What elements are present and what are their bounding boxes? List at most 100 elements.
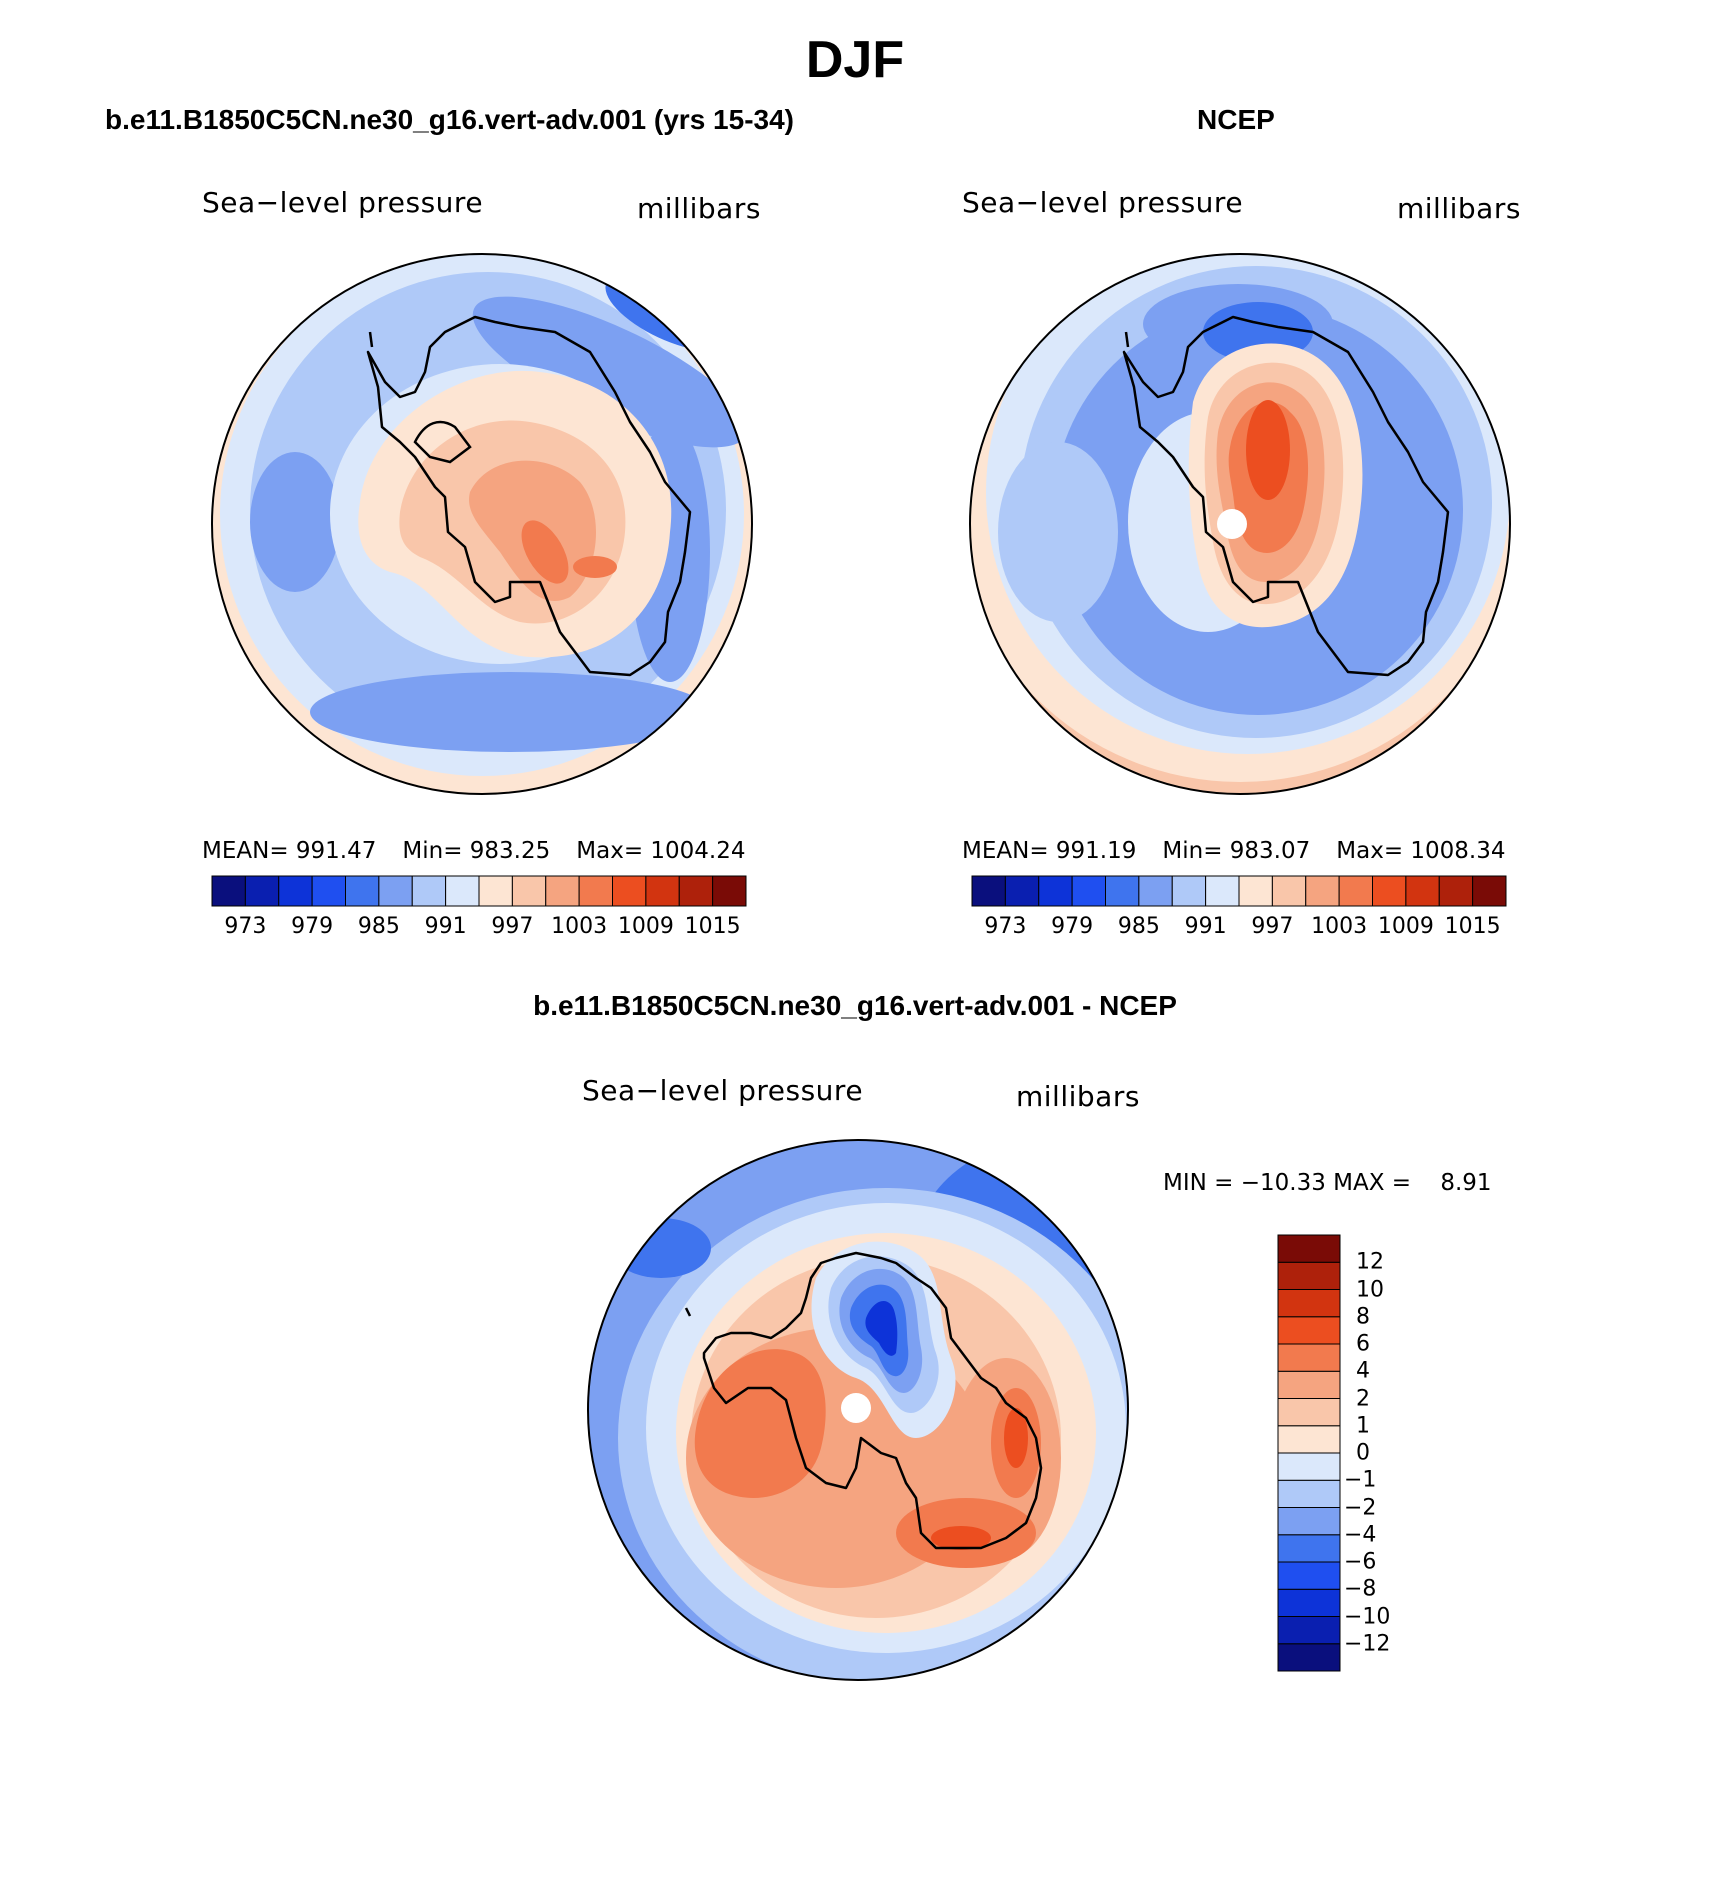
- model-colorbar-tick-label: 997: [491, 914, 534, 939]
- diff-colorbar-tick-label: 4: [1356, 1358, 1370, 1384]
- model-colorbar-swatch: [244, 875, 280, 907]
- diff-colorbar-swatch: [1277, 1534, 1341, 1563]
- obs-colorbar-ticks: 973 979 985 991 997 1003 1009 1015: [972, 914, 1506, 944]
- diff-colorbar-tick-label: 1: [1356, 1413, 1370, 1439]
- diff-polar-map: [587, 1139, 1129, 1681]
- figure-title: DJF: [805, 31, 905, 89]
- diff-minmax: MIN = −10.33 MAX = 8.91: [1163, 1170, 1492, 1196]
- obs-colorbar-tick-label: 979: [1051, 914, 1094, 939]
- obs-colorbar-swatch: [1472, 875, 1507, 907]
- obs-polar-map: [969, 253, 1511, 795]
- obs-colorbar-swatch: [1171, 875, 1207, 907]
- diff-colorbar-swatch: [1277, 1261, 1341, 1290]
- diff-colorbar-swatch: [1277, 1398, 1341, 1427]
- obs-colorbar-tick-label: 1003: [1311, 914, 1368, 939]
- diff-colorbar-swatch: [1277, 1425, 1341, 1454]
- diff-colorbar-swatch: [1277, 1588, 1341, 1617]
- diff-colorbar-tick-label: −6: [1344, 1549, 1377, 1575]
- obs-colorbar-swatch: [1238, 875, 1273, 907]
- obs-stats: MEAN= 991.19 Min= 983.07 Max= 1008.34: [962, 838, 1506, 864]
- diff-colorbar-tick-label: −8: [1344, 1576, 1377, 1602]
- model-colorbar: [211, 875, 747, 907]
- model-colorbar-tick-label: 1003: [551, 914, 608, 939]
- obs-colorbar-tick-label: 991: [1184, 914, 1227, 939]
- model-colorbar-swatch: [478, 875, 513, 907]
- model-colorbar-swatch: [378, 875, 413, 907]
- diff-colorbar-tick-label: 10: [1356, 1277, 1384, 1302]
- diff-colorbar-swatch: [1277, 1289, 1341, 1318]
- model-colorbar-swatch: [345, 875, 380, 907]
- model-colorbar-swatch: [511, 875, 547, 907]
- diff-colorbar-swatch: [1277, 1343, 1341, 1372]
- obs-colorbar-swatch: [1372, 875, 1407, 907]
- obs-colorbar-tick-label: 985: [1117, 914, 1160, 939]
- model-colorbar-tick-label: 1015: [684, 914, 741, 939]
- diff-colorbar-swatch: [1277, 1643, 1341, 1672]
- obs-panel-title: NCEP: [1197, 104, 1275, 135]
- obs-stat-mean: MEAN= 991.19: [962, 838, 1137, 864]
- obs-colorbar: [971, 875, 1507, 907]
- model-stat-mean: MEAN= 991.47: [202, 838, 377, 864]
- model-colorbar-swatch: [578, 875, 613, 907]
- obs-colorbar-swatch: [1338, 875, 1373, 907]
- model-stat-max: Max= 1004.24: [576, 838, 746, 864]
- diff-colorbar-ticks: 12 10 8 6 4 2 1 0 −1 −2 −4 −6 −8 −10 −12: [1344, 1235, 1452, 1671]
- diff-colorbar-swatch: [1277, 1234, 1341, 1263]
- obs-colorbar-swatch: [1038, 875, 1073, 907]
- model-colorbar-swatch: [411, 875, 447, 907]
- diff-colorbar-tick-label: 8: [1356, 1304, 1370, 1330]
- diff-units-label: millibars: [1016, 1080, 1140, 1113]
- model-panel-title: b.e11.B1850C5CN.ne30_g16.vert-adv.001 (y…: [105, 104, 794, 135]
- obs-stat-max: Max= 1008.34: [1336, 838, 1506, 864]
- diff-colorbar-swatch: [1277, 1561, 1341, 1590]
- model-polar-map: [211, 253, 753, 795]
- obs-stat-min: Min= 983.07: [1162, 838, 1311, 864]
- model-colorbar-tick-label: 991: [424, 914, 467, 939]
- diff-colorbar-swatch: [1277, 1507, 1341, 1536]
- model-colorbar-swatch: [645, 875, 680, 907]
- diff-colorbar-tick-label: 2: [1356, 1386, 1370, 1411]
- obs-colorbar-swatch: [971, 875, 1006, 907]
- diff-colorbar-swatch: [1277, 1452, 1341, 1481]
- model-colorbar-swatch: [311, 875, 346, 907]
- obs-colorbar-tick-label: 1015: [1444, 914, 1501, 939]
- model-colorbar-swatch: [278, 875, 313, 907]
- model-colorbar-swatch: [712, 875, 747, 907]
- obs-colorbar-swatch: [1305, 875, 1340, 907]
- obs-colorbar-swatch: [1071, 875, 1106, 907]
- obs-colorbar-tick-label: 973: [984, 914, 1027, 939]
- diff-colorbar-tick-label: −12: [1344, 1631, 1391, 1657]
- model-colorbar-swatch: [211, 875, 246, 907]
- diff-colorbar-tick-label: −1: [1344, 1467, 1377, 1493]
- diff-colorbar-tick-label: 0: [1356, 1440, 1370, 1466]
- diff-panel-title: b.e11.B1850C5CN.ne30_g16.vert-adv.001 - …: [533, 990, 1177, 1021]
- obs-units-label: millibars: [1397, 192, 1521, 225]
- obs-colorbar-tick-label: 1009: [1377, 914, 1434, 939]
- obs-colorbar-swatch: [1105, 875, 1140, 907]
- model-stats: MEAN= 991.47 Min= 983.25 Max= 1004.24: [202, 838, 746, 864]
- model-colorbar-swatch: [678, 875, 714, 907]
- model-colorbar-tick-label: 979: [291, 914, 334, 939]
- diff-colorbar-tick-label: −2: [1344, 1495, 1377, 1520]
- diff-colorbar-swatch: [1277, 1370, 1341, 1399]
- model-colorbar-swatch: [545, 875, 580, 907]
- diff-colorbar-swatch: [1277, 1316, 1341, 1345]
- model-colorbar-tick-label: 973: [224, 914, 267, 939]
- model-variable-label: Sea−level pressure: [202, 186, 484, 219]
- diff-colorbar-tick-label: 12: [1356, 1249, 1384, 1275]
- diff-colorbar-swatch: [1277, 1616, 1341, 1645]
- obs-variable-label: Sea−level pressure: [962, 186, 1244, 219]
- model-colorbar-swatch: [445, 875, 480, 907]
- obs-colorbar-swatch: [1205, 875, 1240, 907]
- diff-colorbar-tick-label: −10: [1344, 1604, 1391, 1629]
- diff-colorbar: [1277, 1234, 1341, 1672]
- model-colorbar-tick-label: 1009: [617, 914, 674, 939]
- model-colorbar-swatch: [612, 875, 647, 907]
- obs-colorbar-tick-label: 997: [1251, 914, 1294, 939]
- obs-colorbar-swatch: [1004, 875, 1040, 907]
- model-stat-min: Min= 983.25: [402, 838, 551, 864]
- diff-variable-label: Sea−level pressure: [582, 1074, 864, 1107]
- obs-colorbar-swatch: [1138, 875, 1173, 907]
- diff-colorbar-tick-label: −4: [1344, 1522, 1377, 1548]
- model-units-label: millibars: [637, 192, 761, 225]
